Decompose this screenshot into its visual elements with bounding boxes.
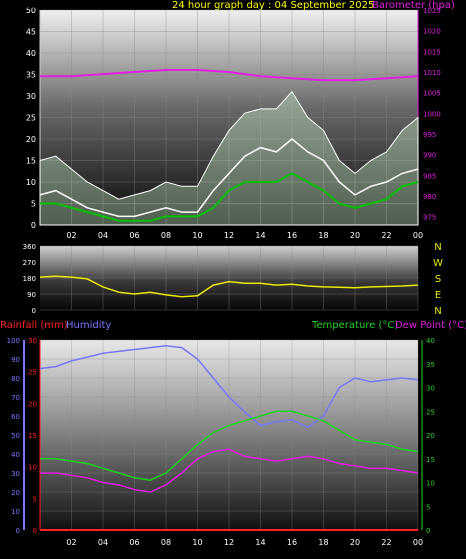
wind-y-tick-label: 20: [26, 135, 36, 144]
humidity-y-tick-label: 60: [11, 413, 20, 421]
wind-x-tick-label: 02: [66, 231, 76, 240]
dewpoint-axis-label: Dew Point (°C): [395, 320, 466, 331]
wind-y-tick-label: 5: [31, 200, 36, 209]
temperature-y-tick-label: 15: [426, 456, 435, 464]
barometer-y-tick-label: 1020: [423, 28, 441, 36]
humidity-y-tick-label: 50: [11, 432, 20, 440]
wind-y-tick-label: 0: [31, 221, 36, 230]
wind-x-tick-label: 10: [192, 231, 202, 240]
temperature-x-tick-label: 16: [287, 538, 297, 547]
humidity-y-tick-label: 40: [11, 451, 20, 459]
wind-x-tick-label: 16: [287, 231, 297, 240]
wind-x-tick-label: 00: [413, 231, 423, 240]
humidity-series-line: [39, 344, 419, 429]
barometer-y-tick-label: 1015: [423, 48, 441, 56]
compass-label: N: [434, 306, 441, 317]
rain-y-tick-label: 10: [28, 464, 37, 472]
temperature-x-tick-label: 08: [161, 538, 171, 547]
direction-y-tick-label: 0: [32, 307, 36, 315]
wind-y-tick-label: 15: [26, 157, 36, 166]
wind-x-tick-label: 20: [350, 231, 360, 240]
barometer-y-tick-label: 1005: [423, 90, 441, 98]
temperature-y-tick-label: 0: [426, 527, 430, 535]
wind-y-tick-label: 45: [26, 28, 36, 37]
rain-y-tick-label: 5: [33, 495, 37, 503]
temperature-x-tick-label: 18: [318, 538, 328, 547]
chart-title: 24 hour graph day : 04 September 2025: [172, 0, 375, 11]
rain-y-tick-label: 15: [28, 432, 37, 440]
compass-label: W: [433, 258, 443, 269]
dewpoint-series-line: [40, 448, 419, 493]
rain-y-tick-label: 25: [28, 369, 37, 377]
temperature-y-tick-label: 10: [426, 480, 435, 488]
wind-y-tick-label: 30: [26, 92, 36, 101]
humidity-y-tick-label: 10: [11, 508, 20, 516]
humidity-axis-label: Humidity: [66, 320, 112, 331]
barometer-y-tick-label: 990: [423, 152, 436, 160]
rain-y-tick-label: 30: [28, 337, 37, 345]
humidity-y-tick-label: 0: [16, 527, 20, 535]
rainfall-axis-label: Rainfall (mm): [0, 320, 68, 331]
windspeed-series-line: [39, 138, 419, 218]
temperature-y-tick-label: 40: [426, 337, 435, 345]
direction-y-tick-label: 270: [23, 259, 36, 267]
wind-x-tick-label: 06: [129, 231, 139, 240]
rain-y-tick-label: 0: [33, 527, 37, 535]
barometer-axis-label: Barometer (hpa): [372, 0, 455, 11]
windspeed-axis-label: Windspeed (kph): [6, 0, 91, 11]
direction-y-tick-label: 360: [23, 243, 36, 251]
direction-y-tick-label: 90: [27, 291, 36, 299]
wind-y-tick-label: 40: [26, 49, 36, 58]
barometer-y-tick-label: 1000: [423, 110, 441, 118]
barometer-y-tick-label: 975: [423, 214, 436, 222]
humidity-y-tick-label: 20: [11, 489, 20, 497]
wind-y-tick-label: 10: [26, 178, 36, 187]
temperature-x-tick-label: 10: [192, 538, 202, 547]
temperature-x-tick-label: 02: [66, 538, 76, 547]
barometer-series-line: [40, 69, 419, 82]
temperature-y-tick-label: 20: [426, 432, 435, 440]
temperature-x-tick-label: 14: [255, 538, 265, 547]
barometer-y-tick-label: 985: [423, 172, 436, 180]
wind-y-tick-label: 50: [26, 6, 36, 15]
barometer-y-tick-label: 1010: [423, 69, 441, 77]
humidity-y-tick-label: 90: [11, 356, 20, 364]
temperature-x-tick-label: 06: [129, 538, 139, 547]
compass-label: N: [434, 242, 441, 253]
compass-label: S: [435, 274, 441, 285]
barometer-y-tick-label: 995: [423, 131, 436, 139]
barometer-y-tick-label: 1025: [423, 7, 441, 15]
wind-x-tick-label: 22: [381, 231, 391, 240]
temperature-y-tick-label: 30: [426, 385, 435, 393]
average-wind-series-line: [40, 172, 419, 222]
wind-x-tick-label: 08: [161, 231, 171, 240]
temperature-x-tick-label: 22: [381, 538, 391, 547]
humidity-y-tick-label: 70: [11, 394, 20, 402]
direction-y-tick-label: 180: [23, 275, 36, 283]
temperature-x-tick-label: 00: [413, 538, 423, 547]
wind-x-tick-label: 14: [255, 231, 265, 240]
wind-direction-series-line: [39, 275, 419, 298]
wind-y-tick-label: 25: [26, 114, 36, 123]
compass-label: E: [435, 290, 441, 301]
temperature-x-tick-label: 12: [224, 538, 234, 547]
temperature-y-tick-label: 5: [426, 503, 430, 511]
temperature-axis-label: Temperature (°C): [312, 320, 399, 331]
humidity-y-tick-label: 100: [7, 337, 20, 345]
wind-x-tick-label: 12: [224, 231, 234, 240]
temperature-x-tick-label: 04: [98, 538, 108, 547]
barometer-y-tick-label: 980: [423, 193, 436, 201]
temperature-y-tick-label: 25: [426, 408, 435, 416]
wind-x-tick-label: 04: [98, 231, 108, 240]
temperature-y-tick-label: 35: [426, 361, 435, 369]
humidity-y-tick-label: 30: [11, 470, 20, 478]
wind-y-tick-label: 35: [26, 71, 36, 80]
temperature-series-line: [40, 410, 419, 481]
wind-x-tick-label: 18: [318, 231, 328, 240]
rain-y-tick-label: 20: [28, 400, 37, 408]
humidity-y-tick-label: 80: [11, 375, 20, 383]
temperature-x-tick-label: 20: [350, 538, 360, 547]
